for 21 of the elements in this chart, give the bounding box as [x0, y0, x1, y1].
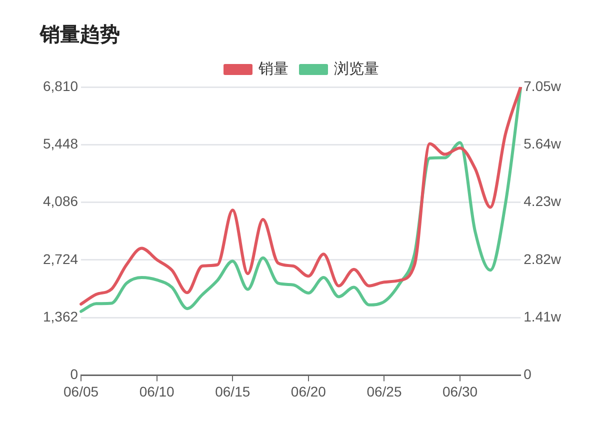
y2-tick-label: 2.82w: [524, 250, 562, 267]
x-tick-label: 06/10: [139, 383, 175, 400]
x-tick-label: 06/20: [290, 383, 326, 400]
legend-label: 销量: [258, 59, 288, 78]
y-tick-label: 1,362: [42, 308, 78, 324]
legend-label: 浏览量: [334, 59, 379, 78]
y2-tick-label: 5.64w: [524, 136, 562, 152]
chart-title: 销量趋势: [39, 22, 120, 46]
y-tick-label: 5,448: [42, 136, 78, 152]
y-tick-label: 0: [70, 366, 78, 382]
x-tick-label: 06/25: [366, 383, 402, 400]
y-tick-label: 4,086: [42, 193, 78, 210]
y2-tick-label: 7.05w: [524, 78, 562, 94]
y2-tick-label: 4.23w: [524, 193, 562, 210]
y-tick-label: 6,810: [42, 78, 78, 94]
y-tick-label: 2,724: [42, 250, 78, 267]
x-tick-label: 06/05: [64, 383, 99, 400]
x-tick-label: 06/30: [442, 383, 478, 400]
x-tick-label: 06/15: [215, 383, 250, 400]
y2-tick-label: 1.41w: [524, 308, 562, 324]
y2-tick-label: 0: [524, 366, 532, 382]
